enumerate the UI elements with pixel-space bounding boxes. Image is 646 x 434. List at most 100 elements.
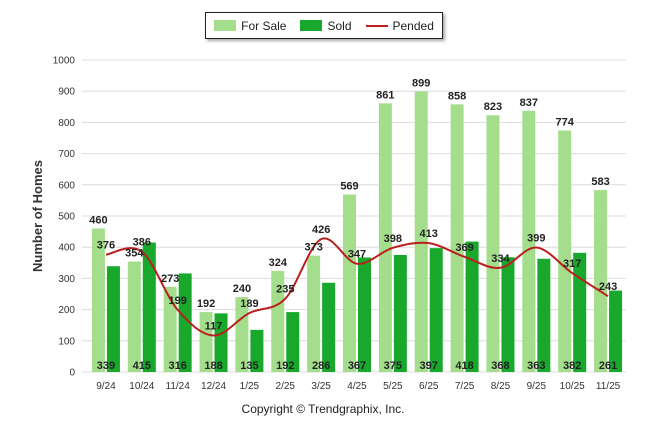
y-tick-label: 400 [58, 243, 75, 254]
y-tick-label: 700 [58, 149, 75, 160]
x-tick-label: 4/25 [347, 381, 367, 392]
pended-value-label: 334 [491, 253, 510, 265]
legend-item-for-sale[interactable]: For Sale [214, 19, 286, 33]
x-tick-label: 2/25 [276, 381, 296, 392]
pended-value-label: 369 [455, 242, 473, 254]
sold-bar [322, 282, 336, 372]
y-tick-label: 0 [69, 368, 75, 379]
for-sale-value-label: 861 [376, 89, 394, 101]
pended-value-label: 347 [348, 249, 366, 261]
for-sale-value-label: 583 [591, 176, 609, 188]
x-tick-label: 3/25 [311, 381, 331, 392]
for-sale-bar [91, 228, 105, 372]
for-sale-value-label: 273 [161, 273, 179, 285]
pended-value-label: 117 [205, 320, 223, 332]
legend-label: Pended [392, 18, 434, 33]
bars [91, 91, 623, 373]
pended-value-label: 243 [599, 281, 617, 293]
pended-value-label: 317 [563, 258, 581, 270]
sold-value-label: 188 [204, 360, 222, 372]
pended-series-line [105, 237, 609, 337]
for-sale-value-label: 240 [233, 283, 251, 295]
sold-bar [142, 242, 156, 372]
pended-value-label: 426 [312, 224, 330, 236]
legend-item-pended[interactable]: Pended [365, 18, 434, 33]
sold-bar [429, 248, 443, 372]
for-sale-bar [450, 104, 464, 372]
for-sale-bar [307, 255, 321, 372]
sold-bar [609, 290, 623, 372]
x-axis-tick-labels: 9/24 10/24 11/24 12/24 1/25 2/25 3/25 4/25 5/25 6… [96, 381, 620, 392]
x-tick-label: 7/25 [455, 381, 475, 392]
for-sale-bar [558, 130, 572, 372]
x-tick-label: 8/25 [491, 381, 511, 392]
x-tick-label: 1/25 [240, 381, 260, 392]
sold-bar [286, 312, 300, 372]
pended-line [105, 237, 609, 337]
pended-line-swatch-icon [365, 24, 388, 27]
legend-label: For Sale [241, 18, 287, 33]
x-tick-label: 9/24 [96, 381, 116, 392]
sold-bar [358, 257, 371, 372]
pended-value-label: 376 [97, 240, 115, 252]
pended-value-label: 199 [168, 295, 186, 307]
pended-value-label: 399 [527, 233, 545, 245]
y-axis-tick-labels: 0 100 200 300 400 500 600 700 800 900 1000 [53, 56, 76, 379]
for-sale-value-label: 837 [520, 97, 538, 109]
legend-item-sold[interactable]: Sold [300, 18, 352, 33]
for-sale-bar [343, 194, 356, 372]
sold-value-label: 316 [168, 360, 186, 372]
for-sale-value-label: 823 [484, 101, 502, 113]
sold-value-label: 286 [312, 360, 330, 372]
sold-bar [573, 252, 587, 372]
sold-value-label: 418 [455, 360, 473, 372]
pended-value-label: 413 [420, 228, 438, 240]
for-sale-value-label: 899 [412, 78, 430, 90]
data-labels: 460 339 354 415 273 316 192 188 240 135 324 192 373 2… [89, 78, 617, 372]
sold-bar [393, 255, 407, 372]
pended-value-label: 189 [240, 298, 258, 310]
y-tick-label: 900 [58, 87, 75, 98]
pended-value-label: 235 [276, 284, 294, 296]
for-sale-bar [594, 190, 608, 372]
sold-value-label: 339 [97, 360, 115, 372]
x-tick-label: 5/25 [383, 381, 403, 392]
for-sale-value-label: 373 [304, 242, 322, 254]
sold-value-label: 368 [491, 360, 509, 372]
for-sale-value-label: 354 [125, 248, 144, 260]
for-sale-bar [163, 286, 177, 372]
pended-value-label: 398 [384, 233, 402, 245]
sold-value-label: 415 [133, 360, 151, 372]
x-tick-label: 6/25 [419, 381, 439, 392]
for-sale-value-label: 774 [556, 117, 575, 129]
sold-bar [106, 266, 120, 372]
sold-value-label: 397 [420, 360, 438, 372]
copyright-text: Copyright © Trendgraphix, Inc. [241, 402, 405, 416]
sold-value-label: 375 [384, 360, 402, 372]
sold-value-label: 192 [276, 360, 294, 372]
y-tick-label: 600 [58, 180, 75, 191]
for-sale-value-label: 858 [448, 90, 466, 102]
for-sale-bar [271, 270, 285, 372]
sold-bar [501, 257, 515, 372]
sold-bar [178, 273, 192, 372]
x-tick-label: 10/24 [129, 381, 154, 392]
y-tick-label: 300 [58, 274, 75, 285]
for-sale-value-label: 324 [269, 257, 288, 269]
for-sale-bar [127, 261, 141, 372]
y-axis-label: Number of Homes [30, 160, 45, 272]
for-sale-bar [199, 312, 213, 372]
x-tick-label: 9/25 [527, 381, 547, 392]
pended-value-label: 386 [133, 237, 151, 249]
y-tick-label: 200 [58, 305, 75, 316]
legend-label: Sold [327, 18, 352, 33]
y-tick-label: 800 [58, 118, 75, 129]
sold-bar [214, 313, 228, 372]
y-tick-label: 1000 [53, 56, 76, 67]
x-tick-label: 12/24 [201, 381, 226, 392]
sold-bar [465, 241, 479, 372]
x-tick-label: 11/25 [596, 381, 621, 392]
for-sale-value-label: 192 [197, 298, 215, 310]
y-tick-label: 500 [58, 212, 75, 223]
sold-value-label: 363 [527, 360, 545, 372]
